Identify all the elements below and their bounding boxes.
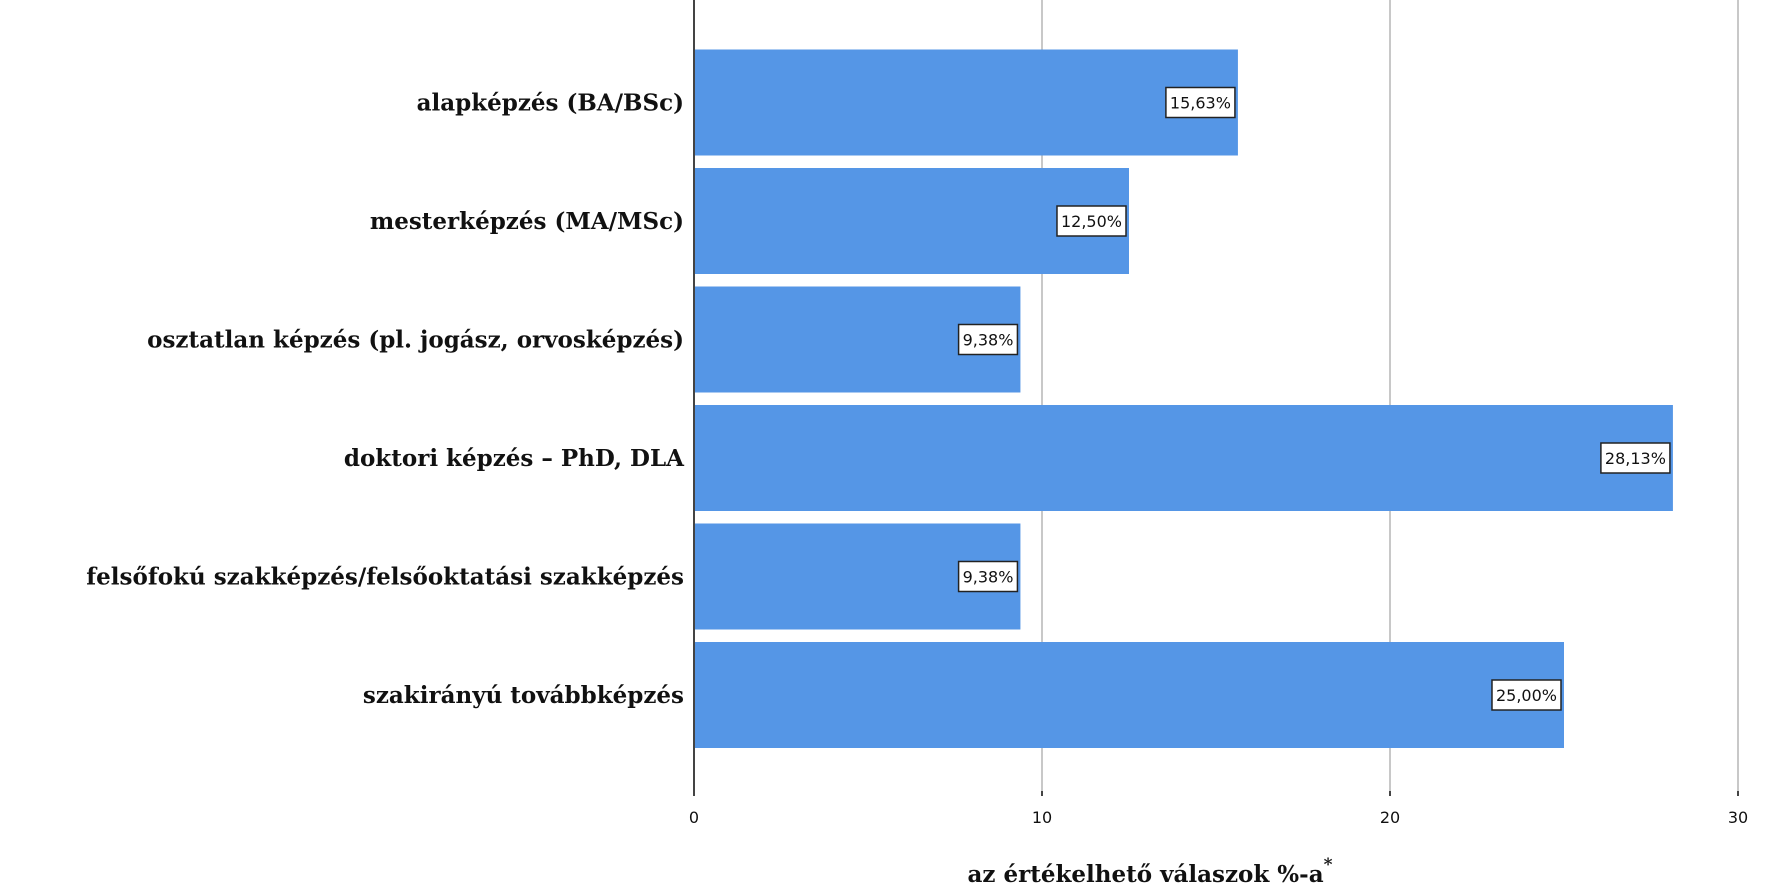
value-label-text: 15,63%: [1170, 94, 1231, 113]
category-label: alapképzés (BA/BSc): [417, 90, 684, 117]
value-labels: 15,63% 12,50% 9,38% 28,13% 9,38% 25,00%: [957, 86, 1671, 711]
value-label-box: [1056, 205, 1127, 237]
axes: [693, 0, 1739, 796]
x-tick-label: 20: [1380, 808, 1400, 827]
value-label: 9,38%: [957, 323, 1019, 356]
value-label: 28,13%: [1600, 442, 1671, 474]
category-label: osztatlan képzés (pl. jogász, orvosképzé…: [147, 327, 684, 354]
x-tick-label: 30: [1728, 808, 1748, 827]
value-label-box: [1600, 442, 1671, 474]
value-label-text: 12,50%: [1061, 212, 1122, 231]
value-label-box: [1491, 679, 1562, 711]
value-label-text: 9,38%: [963, 331, 1014, 350]
bars: [694, 49, 1673, 748]
value-label-box: [957, 323, 1019, 356]
bar: [694, 49, 1238, 156]
value-label-box: [1165, 86, 1236, 119]
value-label-text: 28,13%: [1605, 449, 1666, 468]
value-label: 15,63%: [1165, 86, 1236, 119]
category-label: szakirányú továbbképzés: [363, 682, 684, 709]
x-tick-label: 0: [689, 808, 699, 827]
bar: [694, 642, 1564, 748]
value-label: 25,00%: [1491, 679, 1562, 711]
value-label-text: 9,38%: [963, 568, 1014, 587]
x-tick-label: 10: [1032, 808, 1052, 827]
value-label-text: 25,00%: [1496, 686, 1557, 705]
value-label: 9,38%: [957, 560, 1019, 593]
x-axis-title-suffix: *: [1324, 855, 1333, 875]
x-axis-title-text: az értékelhető válaszok %-a: [967, 861, 1323, 888]
x-tick-labels: 0 10 20 30: [689, 808, 1748, 827]
value-label: 12,50%: [1056, 205, 1127, 237]
x-axis-title: az értékelhető válaszok %-a*: [967, 855, 1332, 888]
category-label: mesterképzés (MA/MSc): [370, 208, 684, 235]
category-label: doktori képzés – PhD, DLA: [344, 445, 685, 472]
value-label-box: [957, 560, 1019, 593]
category-labels: alapképzés (BA/BSc) mesterképzés (MA/MSc)…: [86, 90, 685, 710]
category-label: felsőfokú szakképzés/felsőoktatási szakk…: [86, 564, 684, 591]
bar: [694, 405, 1673, 511]
